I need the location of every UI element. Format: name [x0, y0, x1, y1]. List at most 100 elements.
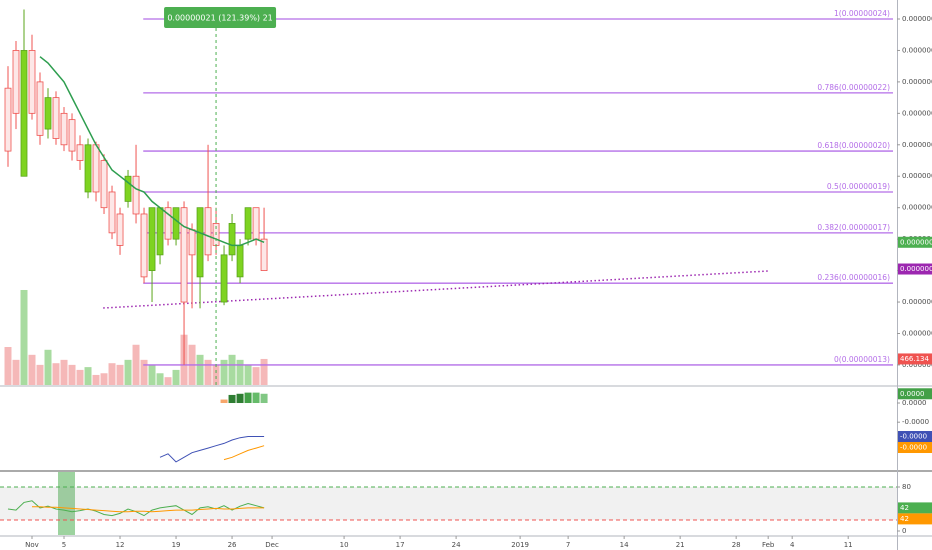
- x-tick-label: Dec: [265, 541, 279, 549]
- price-tag: [898, 263, 932, 275]
- candle-body: [84, 144, 92, 193]
- x-tick-label: 19: [172, 541, 181, 549]
- histogram-bar: [228, 394, 236, 404]
- candle-body: [52, 97, 60, 139]
- volume-bar: [212, 364, 220, 385]
- candle-body: [204, 207, 212, 256]
- candle-body: [164, 207, 172, 240]
- macd-line: [159, 436, 265, 463]
- volume-bar: [148, 364, 156, 385]
- volume-bar: [252, 367, 260, 385]
- y-tick-label: 80: [902, 483, 911, 491]
- y-tick-label: 0.00000018: [902, 204, 932, 212]
- price-tag-label: 0.0000: [900, 390, 925, 398]
- price-tag-label: 0.00000017: [900, 238, 932, 246]
- volume-bar: [44, 349, 52, 385]
- volume-bar: [108, 363, 116, 385]
- candle-body: [116, 213, 124, 246]
- macd-line: [223, 445, 265, 461]
- x-tick-label: 7: [566, 541, 570, 549]
- x-tick-label: Nov: [25, 541, 39, 549]
- moving-average: [39, 56, 265, 247]
- price-tag-label: 42: [900, 515, 909, 523]
- measure-label: 0.00000021 (121.39%) 21: [167, 14, 272, 23]
- volume-bar: [12, 359, 20, 385]
- candle-body: [100, 160, 108, 209]
- volume-bar: [4, 346, 12, 385]
- price-tag: [898, 502, 932, 514]
- price-tag: [898, 353, 932, 365]
- price-tag: [898, 442, 932, 454]
- histogram-bar: [260, 393, 268, 404]
- fib-label: 0.382(0.00000017): [817, 223, 890, 232]
- volume-bar: [132, 344, 140, 385]
- volume-bar: [68, 364, 76, 385]
- histogram-bar: [244, 392, 252, 404]
- candle-body: [172, 207, 180, 240]
- candle-body: [76, 144, 84, 161]
- y-tick-label: 0.00000024: [902, 15, 932, 23]
- price-tag: [898, 236, 932, 248]
- y-tick-label: 0.00000020: [902, 141, 932, 149]
- volume-bar: [156, 373, 164, 385]
- fib-label: 0.5(0.00000019): [827, 182, 890, 191]
- fib-label: 0.236(0.00000016): [817, 273, 890, 282]
- rsi-band: [0, 487, 897, 520]
- volume-bar: [140, 359, 148, 385]
- highlight: [58, 472, 75, 535]
- volume-bar: [76, 369, 84, 385]
- volume-bar: [236, 359, 244, 385]
- price-tag: [898, 513, 932, 525]
- candle-body: [252, 207, 260, 240]
- volume-bar: [260, 358, 268, 385]
- volume-bar: [92, 374, 100, 385]
- price-tag-label: -0.0000: [900, 444, 927, 452]
- volume-bar: [124, 359, 132, 385]
- fib-label: 0(0.00000013): [834, 355, 890, 364]
- x-tick-label: 12: [116, 541, 125, 549]
- candle-body: [244, 207, 252, 240]
- histogram-bar: [220, 399, 228, 404]
- fib-label: 1(0.00000024): [834, 9, 890, 18]
- fib-label: 0.618(0.00000020): [817, 141, 890, 150]
- volume-bar: [84, 367, 92, 385]
- x-tick-label: 14: [620, 541, 629, 549]
- candle-body: [44, 97, 52, 130]
- y-tick-label: 0.00000014: [902, 329, 932, 337]
- candle-body: [260, 238, 268, 271]
- histogram-bar: [236, 393, 244, 404]
- price-tag-label: 466.134: [900, 355, 929, 363]
- candle-body: [236, 245, 244, 278]
- x-tick-label: 21: [676, 541, 685, 549]
- candle-body: [180, 207, 188, 303]
- candle-body: [124, 175, 132, 202]
- volume-bar: [172, 369, 180, 385]
- x-tick-label: 24: [452, 541, 461, 549]
- candle-body: [188, 229, 196, 256]
- volume-bar: [244, 364, 252, 385]
- y-tick-label: 0.00000013: [902, 361, 932, 369]
- measure-box: [164, 7, 277, 28]
- candle-body: [228, 223, 236, 256]
- volume-bar: [20, 289, 28, 385]
- volume-bar: [28, 354, 36, 385]
- candle-body: [20, 50, 28, 177]
- rsi-line: [32, 506, 265, 513]
- x-tick-label: 5: [62, 541, 66, 549]
- candle-body: [220, 254, 228, 303]
- volume-bar: [204, 359, 212, 385]
- fib-label: 0.786(0.00000022): [817, 83, 890, 92]
- y-tick-label: 0.00000022: [902, 78, 932, 86]
- candle-body: [28, 50, 36, 114]
- volume-bar: [164, 377, 172, 385]
- candle-body: [156, 207, 164, 256]
- x-tick-label: 4: [790, 541, 795, 549]
- x-tick-label: 11: [844, 541, 853, 549]
- volume-bar: [60, 359, 68, 385]
- y-tick-label: 0.00000021: [902, 109, 932, 117]
- candle-body: [12, 50, 20, 114]
- price-tag: [898, 431, 932, 443]
- volume-bar: [52, 363, 60, 385]
- x-tick-label: 10: [340, 541, 349, 549]
